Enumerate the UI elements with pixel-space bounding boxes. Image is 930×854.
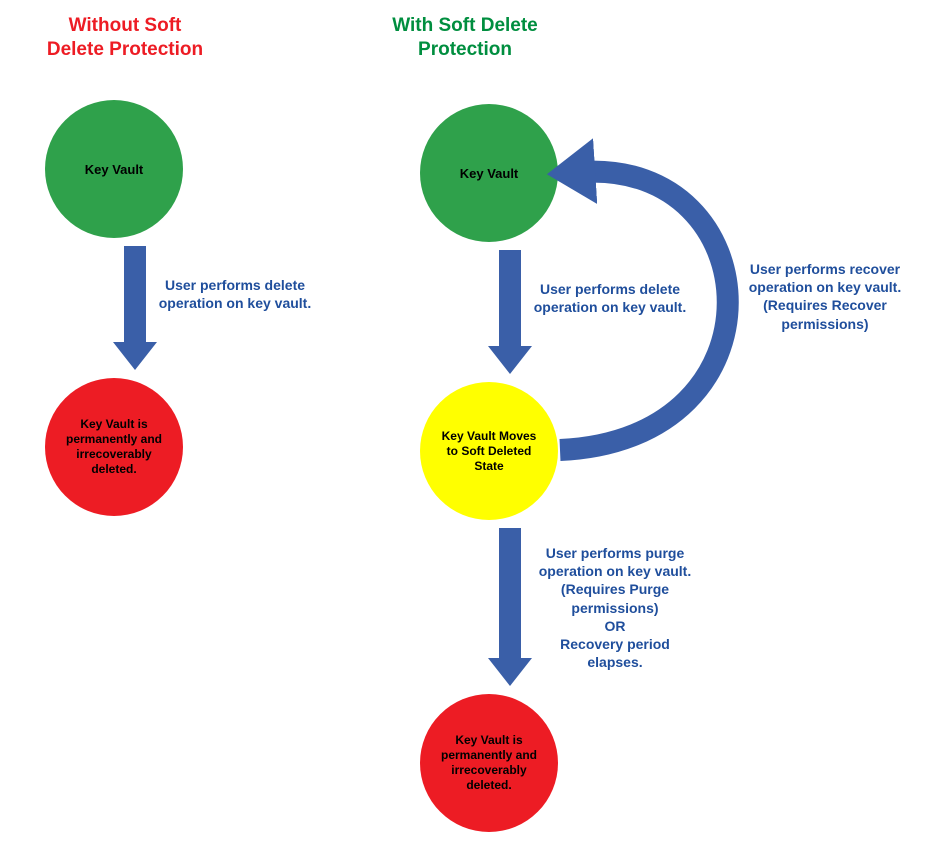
right-title-l2: Protection (418, 39, 512, 60)
r-e2-l6: Recovery period (560, 636, 670, 652)
rec-l1: User performs recover (750, 261, 900, 277)
left-title-l1: Without Soft (69, 15, 182, 36)
r-del-l2: permanently and (441, 748, 537, 762)
r-e2-l1: User performs purge (546, 545, 684, 561)
r-e1-l1: User performs delete (540, 281, 680, 297)
r-sd-l2: to Soft Deleted (447, 444, 532, 458)
l-e1-l2: operation on key vault. (159, 295, 311, 311)
left-edge1-label: User performs delete operation on key va… (140, 276, 330, 312)
right-title: With Soft Delete Protection (370, 14, 560, 62)
r-e1-l2: operation on key vault. (534, 299, 686, 315)
rec-l2: operation on key vault. (749, 279, 901, 295)
l-del-l2: permanently and (66, 432, 162, 446)
right-node-keyvault: Key Vault (420, 104, 558, 242)
rec-l3: (Requires Recover (763, 297, 887, 313)
r-del-l1: Key Vault is (455, 733, 522, 747)
r-e2-l5: OR (605, 618, 626, 634)
r-e2-l7: elapses. (587, 654, 642, 670)
rec-l4: permissions) (781, 316, 868, 332)
r-del-l3: irrecoverably (451, 763, 526, 777)
arrow-head (488, 346, 532, 374)
right-node-keyvault-label: Key Vault (460, 166, 519, 181)
r-e2-l4: permissions) (571, 600, 658, 616)
left-node-keyvault-label: Key Vault (85, 162, 144, 177)
recover-label: User performs recover operation on key v… (725, 260, 925, 333)
l-e1-l1: User performs delete (165, 277, 305, 293)
right-title-l1: With Soft Delete (392, 15, 538, 36)
left-node-keyvault: Key Vault (45, 100, 183, 238)
l-del-l3: irrecoverably (76, 447, 151, 461)
right-edge2-label: User performs purge operation on key vau… (520, 544, 710, 671)
r-e2-l2: operation on key vault. (539, 563, 691, 579)
right-node-deleted: Key Vault is permanently and irrecoverab… (420, 694, 558, 832)
r-sd-l3: State (474, 459, 503, 473)
l-del-l4: deleted. (91, 462, 136, 476)
arrow-head (113, 342, 157, 370)
right-node-softdeleted: Key Vault Moves to Soft Deleted State (420, 382, 558, 520)
arrow-shaft (499, 528, 521, 658)
r-sd-l1: Key Vault Moves (442, 429, 537, 443)
r-del-l4: deleted. (466, 778, 511, 792)
right-edge1-label: User performs delete operation on key va… (515, 280, 705, 316)
l-del-l1: Key Vault is (80, 417, 147, 431)
left-title: Without Soft Delete Protection (30, 14, 220, 62)
left-node-deleted: Key Vault is permanently and irrecoverab… (45, 378, 183, 516)
r-e2-l3: (Requires Purge (561, 581, 669, 597)
left-title-l2: Delete Protection (47, 39, 203, 60)
